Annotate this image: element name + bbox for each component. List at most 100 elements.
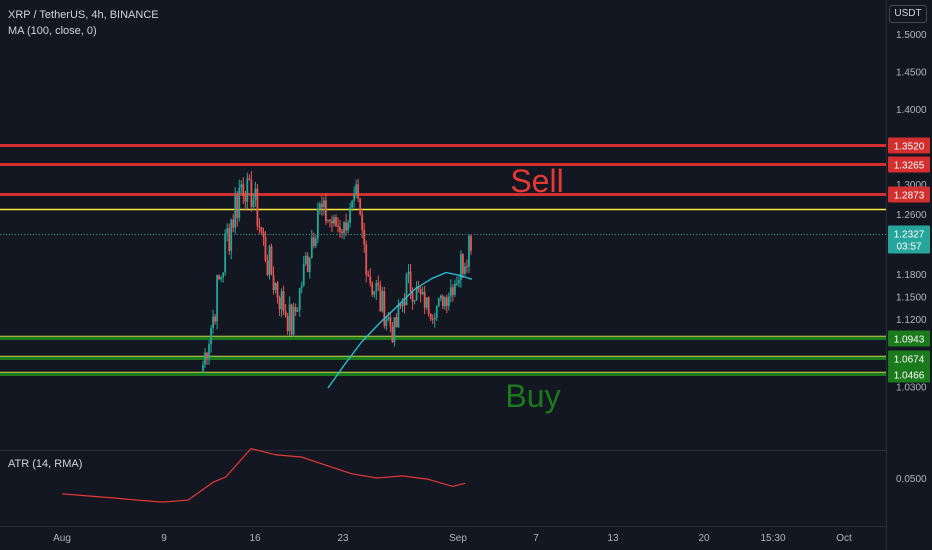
candle-body	[451, 287, 454, 295]
candle-body	[405, 274, 408, 306]
candle-body	[300, 285, 303, 289]
price-tick-label: 1.4000	[896, 105, 927, 116]
candle-body	[296, 310, 299, 312]
level-price-label: 1.2873	[894, 191, 925, 202]
candle-body	[359, 198, 362, 215]
candle-body	[290, 304, 293, 335]
candle-body	[240, 184, 243, 188]
candle-body	[234, 195, 237, 228]
price-axis[interactable]: 1.5000 1.4500 1.4000 1.3000 1.2600 1.1800 1.15…	[896, 30, 927, 394]
candle-body	[335, 217, 337, 226]
candle-body	[308, 258, 311, 273]
candle-body	[262, 231, 265, 237]
candle-body	[250, 179, 253, 207]
candle-body	[337, 225, 339, 227]
candle-body	[369, 276, 372, 284]
candle-body	[371, 283, 374, 295]
candle-body	[325, 200, 327, 222]
currency-selector[interactable]: USDT	[889, 5, 927, 23]
candle-body	[282, 291, 285, 312]
candle-body	[353, 193, 356, 201]
price-tick-label: 1.5000	[896, 30, 927, 41]
candle-body	[222, 272, 225, 278]
candle-body	[256, 188, 259, 227]
candle-body	[310, 237, 313, 259]
candle-body	[232, 219, 235, 228]
candle-body	[419, 289, 422, 294]
level-price-label: 1.0466	[894, 371, 925, 382]
time-tick-label: Oct	[836, 533, 852, 544]
candle-body	[455, 283, 458, 285]
candle-body	[441, 295, 444, 307]
candle-body	[347, 222, 349, 231]
candle-body	[464, 266, 466, 274]
candle-body	[230, 219, 233, 252]
candle-body	[304, 255, 307, 264]
candle-body	[254, 188, 257, 200]
time-axis[interactable]: Aug 9 16 23 Sep 7 13 20 15:30 Oct	[53, 533, 852, 544]
atr-legend[interactable]: ATR (14, RMA)	[8, 458, 83, 470]
candle-body	[306, 255, 309, 273]
level-price-label: 1.0943	[894, 335, 925, 346]
candle-body	[365, 244, 368, 275]
atr-series: 0.0500	[61, 447, 927, 503]
candle-body	[379, 285, 382, 312]
candle-body	[224, 233, 227, 273]
time-tick-label: 20	[698, 533, 710, 544]
candle-body	[329, 220, 331, 222]
level-price-badge	[888, 330, 930, 347]
candle-body	[214, 316, 216, 322]
candle-body	[375, 283, 378, 292]
candle-body	[447, 296, 450, 306]
current-price-badge	[888, 225, 930, 254]
candle-body	[363, 229, 366, 245]
candle-body	[383, 291, 386, 326]
candle-body	[458, 279, 460, 284]
candle-body	[431, 318, 434, 320]
candle-body	[206, 352, 208, 359]
candle-body	[216, 275, 219, 322]
candle-body	[407, 271, 410, 275]
candle-body	[312, 237, 315, 246]
candle-body	[381, 291, 384, 312]
candle-body	[202, 364, 204, 372]
candle-body	[389, 317, 392, 327]
time-tick-label: 13	[607, 533, 619, 544]
horizontal-levels[interactable]	[0, 144, 886, 376]
candle-body	[266, 260, 269, 275]
candle-body	[286, 316, 289, 331]
candle-body	[357, 184, 360, 199]
symbol-title[interactable]: XRP / TetherUS, 4h, BINANCE	[8, 9, 159, 21]
price-tick-label: 1.1800	[896, 270, 927, 281]
candle-body	[294, 307, 297, 312]
time-tick-label: 9	[161, 533, 167, 544]
candle-body	[417, 286, 420, 290]
candle-body	[236, 195, 239, 218]
moving-average	[327, 271, 473, 389]
candle-body	[425, 297, 428, 308]
candle-body	[409, 271, 412, 293]
level-labels: 1.3520 1.3265 1.2873 1.0943 1.0674 1.0466 1.23…	[888, 137, 930, 383]
candle-body	[208, 344, 210, 359]
candle-body	[260, 227, 263, 232]
price-tick-label: 1.0300	[896, 383, 927, 394]
current-price-label: 1.2327	[894, 230, 925, 241]
candle-body	[327, 220, 329, 222]
candle-body	[323, 200, 325, 207]
candle-body	[399, 304, 402, 307]
candle-body	[387, 317, 390, 320]
candle-body	[314, 238, 317, 246]
ma-legend[interactable]: MA (100, close, 0)	[8, 25, 97, 37]
sell-annotation: Sell	[510, 163, 563, 199]
candle-body	[210, 328, 212, 345]
candle-body	[449, 287, 452, 297]
price-tick-label: 1.1200	[896, 315, 927, 326]
candle-body	[274, 282, 277, 290]
candle-body	[248, 178, 251, 180]
level-price-badge	[888, 186, 930, 203]
candle-body	[343, 222, 345, 234]
candle-body	[401, 301, 404, 307]
candle-body	[429, 313, 432, 319]
